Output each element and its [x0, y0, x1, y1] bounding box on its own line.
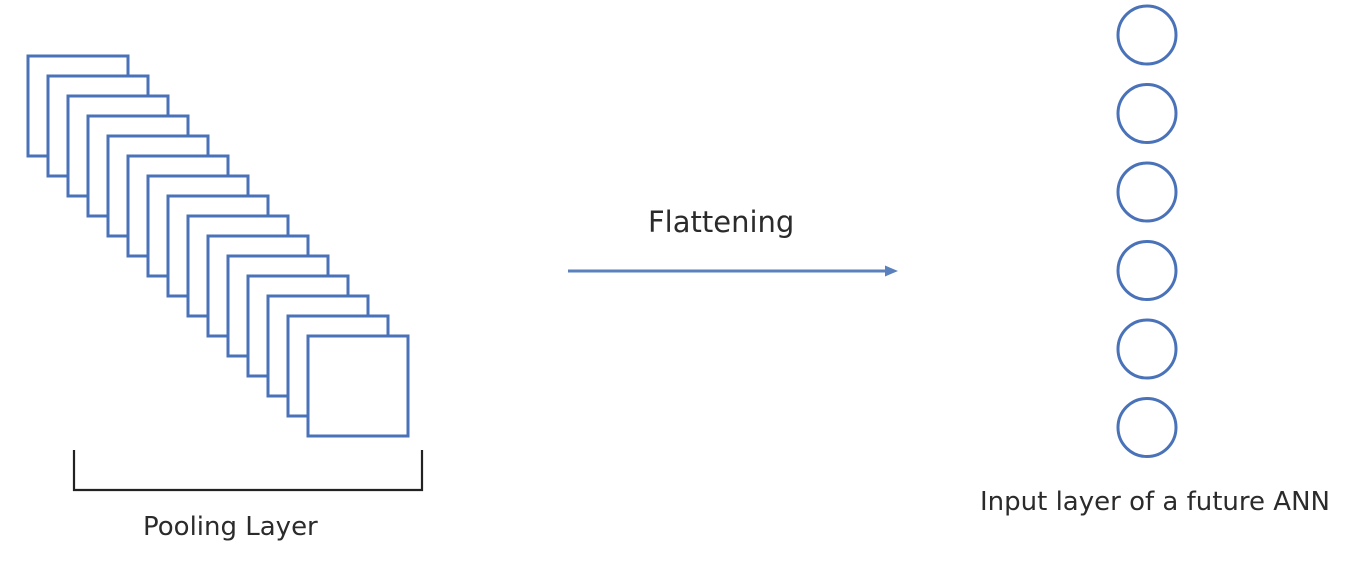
- input-node: [1116, 83, 1178, 144]
- pooling-layer-bracket: [72, 450, 424, 492]
- pooling-feature-map: [306, 334, 410, 438]
- input-node: [1116, 397, 1178, 458]
- input-node: [1116, 4, 1178, 66]
- pooling-layer-label: Pooling Layer: [143, 512, 318, 542]
- input-node: [1116, 240, 1178, 301]
- input-layer-label: Input layer of a future ANN: [980, 487, 1330, 517]
- input-node: [1116, 161, 1178, 223]
- flattening-arrow: [568, 265, 898, 277]
- pooling-feature-maps: [26, 54, 410, 438]
- flattening-label: Flattening: [648, 205, 795, 239]
- input-node: [1116, 318, 1178, 380]
- input-layer-nodes: [1116, 4, 1178, 458]
